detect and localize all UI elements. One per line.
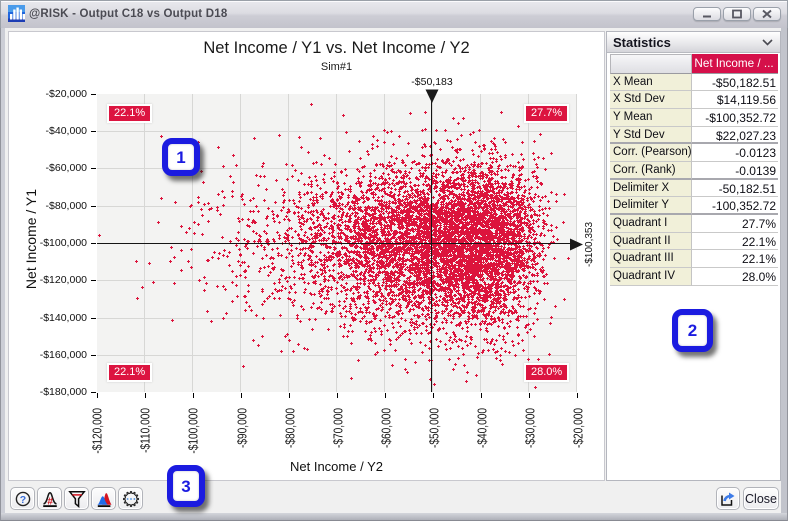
svg-text:?: ?	[19, 494, 25, 506]
svg-text:#: #	[47, 496, 53, 507]
